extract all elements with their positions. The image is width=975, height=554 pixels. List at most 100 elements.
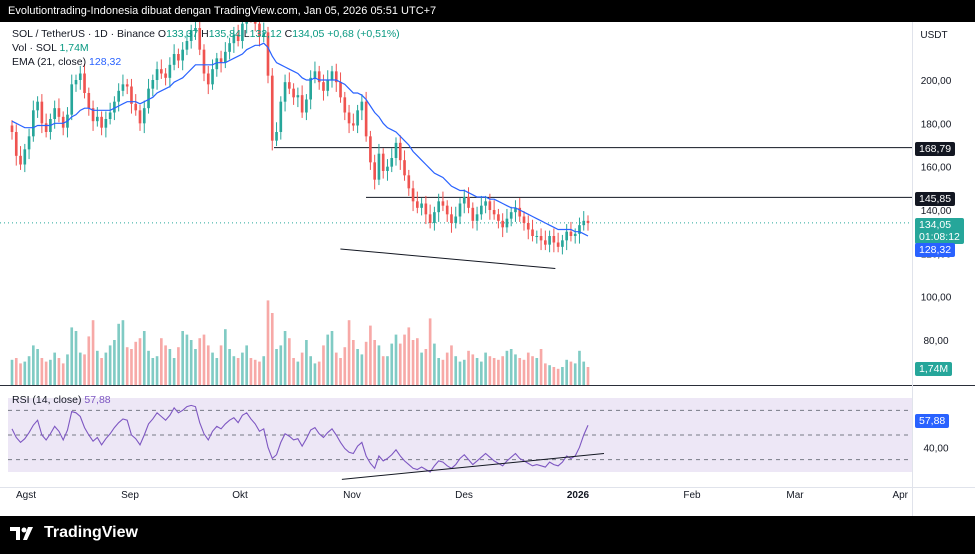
chart-area[interactable]: 200,00180,00160,00140,00120,00100,0080,0… <box>0 0 975 516</box>
candle-body[interactable] <box>104 119 108 128</box>
candle-body[interactable] <box>535 236 539 237</box>
candle-body[interactable] <box>172 54 176 65</box>
candle-body[interactable] <box>100 116 103 128</box>
candle-body[interactable] <box>322 82 325 91</box>
time-tick-label[interactable]: Nov <box>343 490 361 501</box>
candle-body[interactable] <box>288 82 291 89</box>
candle-body[interactable] <box>445 205 449 215</box>
candle-body[interactable] <box>245 10 248 24</box>
price-tick-label[interactable]: 80,00 <box>923 336 948 347</box>
candle-body[interactable] <box>151 80 155 89</box>
candle-body[interactable] <box>236 34 240 42</box>
candle-body[interactable] <box>44 123 48 132</box>
candle-body[interactable] <box>398 142 402 161</box>
candle-body[interactable] <box>215 58 219 70</box>
candle-body[interactable] <box>219 58 223 63</box>
ema-price-tag[interactable]: 128,32 <box>915 243 956 257</box>
candle-body[interactable] <box>253 17 257 24</box>
candle-body[interactable] <box>522 216 526 224</box>
candle-body[interactable] <box>356 110 359 126</box>
last-price-tag[interactable]: 134,05 01:08:12 <box>915 218 964 244</box>
level-145-tag[interactable]: 145,85 <box>915 192 956 206</box>
candle-body[interactable] <box>14 132 18 156</box>
candle-body[interactable] <box>134 103 138 111</box>
candle-body[interactable] <box>160 69 163 74</box>
candle-body[interactable] <box>305 99 308 113</box>
candle-body[interactable] <box>531 229 534 237</box>
candle-body[interactable] <box>403 160 406 176</box>
candle-body[interactable] <box>36 101 39 111</box>
candle-body[interactable] <box>462 197 466 204</box>
candle-body[interactable] <box>194 28 197 31</box>
rsi-line[interactable] <box>11 404 589 473</box>
candle-body[interactable] <box>569 231 573 236</box>
candle-body[interactable] <box>343 97 347 113</box>
candle-body[interactable] <box>424 203 428 215</box>
candle-body[interactable] <box>339 82 342 98</box>
candle-body[interactable] <box>228 43 231 52</box>
candle-body[interactable] <box>454 216 458 224</box>
candle-body[interactable] <box>420 203 423 208</box>
candle-body[interactable] <box>360 101 364 111</box>
candle-body[interactable] <box>83 73 86 94</box>
level-168-tag[interactable]: 168,79 <box>915 142 956 156</box>
price-tick-label[interactable]: 140,00 <box>921 206 952 217</box>
candle-body[interactable] <box>91 108 95 122</box>
candle-body[interactable] <box>556 242 560 247</box>
candle-body[interactable] <box>270 75 274 141</box>
time-tick-label[interactable]: Agst <box>16 490 36 501</box>
candle-body[interactable] <box>181 49 184 61</box>
ema-line[interactable] <box>11 42 589 237</box>
candle-body[interactable] <box>96 116 99 122</box>
candle-body[interactable] <box>19 155 22 165</box>
candle-body[interactable] <box>526 223 530 230</box>
rsi-legend[interactable]: RSI (14, close) 57,88 <box>12 394 111 406</box>
volume-tag[interactable]: 1,74M <box>915 362 953 376</box>
candle-body[interactable] <box>23 149 27 165</box>
candle-body[interactable] <box>87 93 91 109</box>
time-tick-label[interactable]: Des <box>455 490 473 501</box>
candle-body[interactable] <box>258 23 261 37</box>
candle-body[interactable] <box>57 108 61 117</box>
candle-body[interactable] <box>78 73 82 81</box>
candle-body[interactable] <box>262 32 266 37</box>
candle-body[interactable] <box>492 210 496 215</box>
price-pane[interactable] <box>0 22 912 385</box>
candle-body[interactable] <box>347 112 351 124</box>
time-tick-label[interactable]: Feb <box>683 490 701 501</box>
candle-body[interactable] <box>377 153 381 180</box>
candle-body[interactable] <box>450 214 453 223</box>
candle-body[interactable] <box>586 220 590 223</box>
candle-body[interactable] <box>275 132 278 141</box>
candle-body[interactable] <box>40 101 44 124</box>
candle-body[interactable] <box>386 166 389 171</box>
candle-body[interactable] <box>61 116 65 128</box>
candle-body[interactable] <box>390 158 394 167</box>
candle-body[interactable] <box>373 162 376 180</box>
candle-body[interactable] <box>381 153 385 171</box>
price-trendline[interactable] <box>340 248 556 269</box>
candle-body[interactable] <box>352 123 355 126</box>
time-tick-label[interactable]: 2026 <box>567 490 590 501</box>
candle-body[interactable] <box>552 236 556 243</box>
candle-body[interactable] <box>433 212 436 223</box>
rsi-trendline[interactable] <box>341 453 605 480</box>
candle-body[interactable] <box>501 220 504 228</box>
candle-body[interactable] <box>467 197 470 208</box>
price-chart-svg[interactable]: 200,00180,00160,00140,00120,00100,0080,0… <box>0 0 975 516</box>
candle-body[interactable] <box>283 82 287 102</box>
candle-body[interactable] <box>484 201 487 206</box>
candle-body[interactable] <box>505 218 509 228</box>
candle-body[interactable] <box>514 207 517 213</box>
candle-body[interactable] <box>441 201 445 206</box>
candle-body[interactable] <box>573 233 577 236</box>
candle-body[interactable] <box>416 201 419 208</box>
candle-body[interactable] <box>334 71 338 83</box>
currency-label[interactable]: USDT <box>920 30 947 41</box>
candle-body[interactable] <box>177 54 180 61</box>
ema-legend[interactable]: EMA (21, close) 128,32 <box>12 56 121 68</box>
candle-body[interactable] <box>582 220 586 226</box>
candle-body[interactable] <box>509 212 513 219</box>
time-tick-label[interactable]: Mar <box>786 490 804 501</box>
price-tick-label[interactable]: 100,00 <box>921 293 952 304</box>
